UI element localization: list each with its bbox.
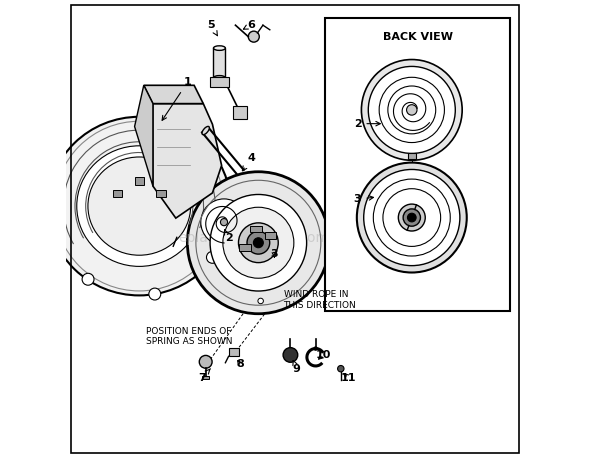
Ellipse shape: [214, 46, 225, 50]
Text: 7: 7: [198, 369, 211, 383]
Circle shape: [149, 288, 160, 300]
Bar: [228, 348, 239, 356]
Polygon shape: [144, 85, 204, 104]
Bar: [250, 225, 261, 232]
Ellipse shape: [48, 117, 231, 295]
Circle shape: [363, 169, 460, 266]
Text: 3: 3: [354, 194, 373, 204]
Circle shape: [362, 60, 462, 160]
Circle shape: [383, 189, 441, 246]
Text: 9: 9: [293, 360, 300, 374]
Bar: [408, 153, 416, 159]
Circle shape: [194, 192, 254, 252]
Circle shape: [368, 66, 455, 153]
Text: 5: 5: [207, 20, 218, 36]
Polygon shape: [153, 104, 222, 218]
Circle shape: [247, 231, 270, 254]
Ellipse shape: [214, 76, 225, 80]
Bar: [240, 245, 251, 251]
Text: 2: 2: [353, 119, 381, 129]
Circle shape: [403, 209, 421, 226]
Text: WIND ROPE IN
THIS DIRECTION: WIND ROPE IN THIS DIRECTION: [284, 290, 356, 310]
Ellipse shape: [77, 146, 202, 267]
Text: 6: 6: [244, 20, 255, 30]
Bar: [135, 177, 144, 185]
Bar: [324, 18, 510, 311]
Circle shape: [199, 355, 212, 368]
Text: 10: 10: [316, 350, 331, 360]
Circle shape: [253, 238, 263, 248]
Circle shape: [398, 204, 425, 231]
Circle shape: [407, 105, 417, 115]
Bar: [113, 190, 122, 197]
Bar: [210, 77, 228, 87]
Circle shape: [408, 213, 416, 222]
Text: 11: 11: [341, 373, 356, 383]
Ellipse shape: [202, 126, 209, 135]
Circle shape: [201, 199, 247, 245]
Polygon shape: [135, 85, 153, 186]
Text: 3: 3: [271, 249, 278, 259]
Circle shape: [314, 347, 317, 350]
Circle shape: [388, 86, 436, 134]
Bar: [214, 48, 225, 78]
Text: POSITION ENDS OF
SPRING AS SHOWN: POSITION ENDS OF SPRING AS SHOWN: [146, 327, 232, 346]
Text: 1: 1: [162, 77, 191, 120]
Circle shape: [223, 207, 294, 278]
Circle shape: [283, 348, 298, 362]
Circle shape: [357, 163, 467, 273]
Circle shape: [45, 216, 57, 228]
Circle shape: [206, 251, 218, 263]
Circle shape: [238, 223, 278, 262]
Text: eplacementParts.com: eplacementParts.com: [178, 231, 329, 245]
Text: BACK VIEW: BACK VIEW: [382, 32, 453, 42]
Ellipse shape: [88, 157, 191, 255]
Text: 8: 8: [236, 359, 244, 369]
Bar: [233, 106, 247, 119]
Text: 4: 4: [242, 153, 255, 171]
Bar: [202, 376, 209, 379]
Circle shape: [379, 77, 444, 142]
Circle shape: [221, 218, 228, 226]
Bar: [265, 233, 276, 239]
Bar: [156, 190, 166, 197]
Circle shape: [258, 298, 263, 304]
Circle shape: [82, 273, 94, 285]
Circle shape: [373, 179, 450, 256]
Circle shape: [210, 195, 307, 291]
Circle shape: [248, 31, 259, 42]
Text: 2: 2: [224, 230, 232, 243]
Circle shape: [337, 365, 344, 372]
Circle shape: [188, 172, 329, 314]
